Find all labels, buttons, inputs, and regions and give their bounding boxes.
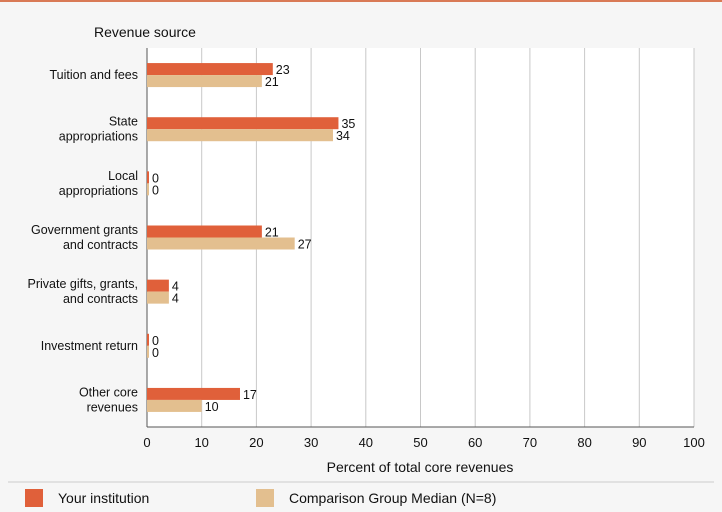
x-tick-label: 60 [468,435,482,450]
bar [147,333,149,346]
data-label: 4 [172,280,179,294]
bar [147,387,240,400]
data-label: 0 [152,171,159,185]
x-tick-label: 40 [359,435,373,450]
data-label: 21 [265,75,279,89]
x-tick-label: 20 [249,435,263,450]
data-label: 0 [152,346,159,360]
legend-swatch [25,489,43,507]
category-label: Tuition and fees [50,68,138,82]
x-tick-label: 10 [194,435,208,450]
data-label: 0 [152,334,159,348]
x-tick-label: 50 [413,435,427,450]
x-tick-label: 70 [523,435,537,450]
category-label: Other core revenues [79,385,138,414]
data-label: 4 [172,292,179,306]
x-tick-label: 80 [577,435,591,450]
bar [147,291,169,304]
bar [147,225,262,238]
bar [147,399,202,412]
x-tick-label: 90 [632,435,646,450]
category-label: State appropriations [59,115,138,144]
data-label: 34 [336,129,350,143]
category-label: Local appropriations [59,169,138,198]
chart-title: Revenue source [94,24,196,40]
data-label: 23 [276,63,290,77]
category-label: Private gifts, grants, and contracts [28,277,138,306]
bar [147,63,273,76]
bar [147,183,149,196]
x-tick-label: 0 [143,435,150,450]
category-label: Investment return [41,339,138,353]
data-label: 0 [152,183,159,197]
x-tick-label: 30 [304,435,318,450]
data-label: 17 [243,388,257,402]
bar [147,237,295,250]
legend-swatch [256,489,274,507]
bar [147,171,149,184]
category-label: Government grants and contracts [31,223,138,252]
bar [147,345,149,358]
x-axis-title: Percent of total core revenues [327,459,514,475]
data-label: 27 [298,238,312,252]
legend-label: Comparison Group Median (N=8) [289,490,496,506]
data-label: 21 [265,226,279,240]
bar [147,129,333,142]
x-tick-label: 100 [683,435,705,450]
bar [147,117,339,130]
bar [147,279,169,292]
legend-label: Your institution [58,490,149,506]
legend: Your institution Comparison Group Median … [25,489,496,507]
bar [147,75,262,88]
data-label: 10 [205,400,219,414]
data-label: 35 [341,117,355,131]
